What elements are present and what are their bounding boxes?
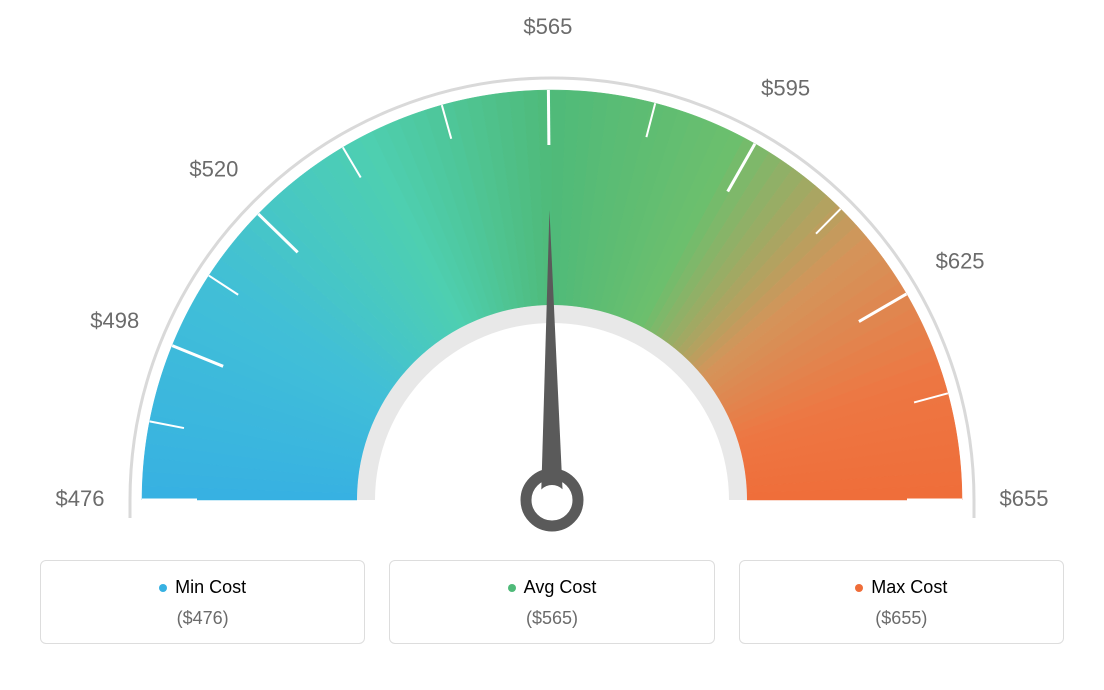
legend-min-label: Min Cost [175,577,246,598]
legend-min-box: Min Cost ($476) [40,560,365,644]
gauge-needle-hub-inner [537,485,567,515]
legend-avg-value: ($565) [398,608,705,629]
dot-icon [508,584,516,592]
gauge-tick-label: $565 [523,14,572,39]
legend-max-box: Max Cost ($655) [739,560,1064,644]
legend-max-label: Max Cost [871,577,947,598]
legend-max-value: ($655) [748,608,1055,629]
gauge-tick-label: $655 [1000,486,1049,511]
gauge-tick-label: $476 [56,486,105,511]
legend-row: Min Cost ($476) Avg Cost ($565) Max Cost… [0,560,1104,664]
dot-icon [159,584,167,592]
gauge-svg: $476 $498 $520 $565 $595 $625 $655 [0,0,1104,560]
legend-avg-label: Avg Cost [524,577,597,598]
gauge-tick-label: $520 [189,156,238,181]
legend-min-value: ($476) [49,608,356,629]
legend-avg-box: Avg Cost ($565) [389,560,714,644]
legend-min-title: Min Cost [159,577,246,598]
dot-icon [855,584,863,592]
cost-gauge-chart: $476 $498 $520 $565 $595 $625 $655 [0,0,1104,560]
legend-avg-title: Avg Cost [508,577,597,598]
gauge-tick-label: $498 [90,308,139,333]
gauge-tick-label: $595 [761,76,810,101]
legend-max-title: Max Cost [855,577,947,598]
gauge-tick-label: $625 [936,249,985,274]
